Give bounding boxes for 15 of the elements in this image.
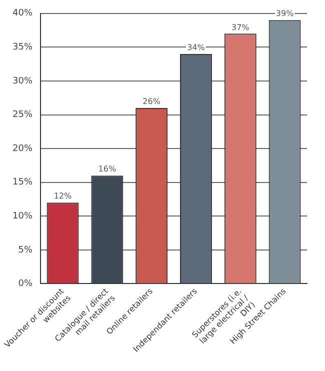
y-tick-label: 35%	[12, 42, 33, 53]
y-tick-label: 0%	[18, 279, 34, 290]
data-label: 16%	[98, 164, 116, 174]
y-tick-label: 5%	[18, 245, 34, 256]
y-tick-label: 15%	[12, 178, 33, 188]
data-label: 34%	[187, 43, 206, 52]
y-tick-label: 10%	[12, 211, 33, 222]
data-label: 26%	[142, 97, 161, 106]
y-tick-label: 40%	[12, 8, 33, 19]
data-label: 37%	[232, 22, 250, 32]
y-tick-label: 30%	[12, 76, 33, 86]
y-tick-label: 25%	[12, 110, 33, 120]
data-label: 39%	[276, 9, 294, 18]
y-tick-label: 20%	[12, 144, 33, 154]
data-label: 12%	[54, 192, 72, 201]
